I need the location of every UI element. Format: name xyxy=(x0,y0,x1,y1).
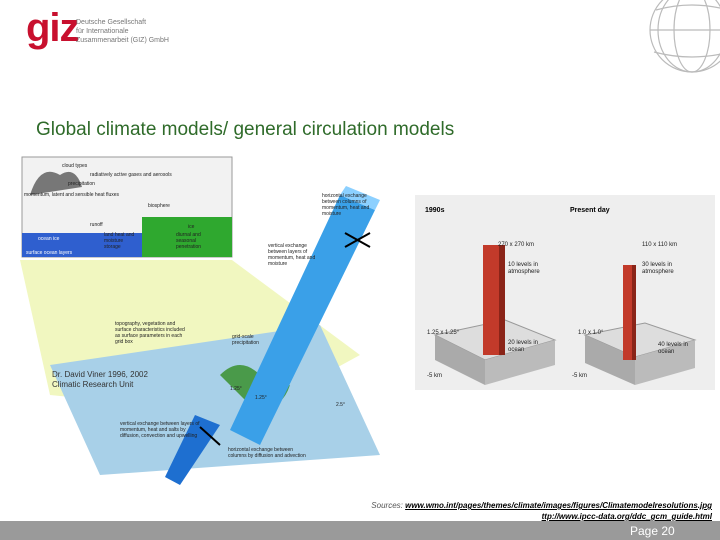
label: 2.5° xyxy=(336,402,345,408)
resolution: 1.25 x 1.25° xyxy=(427,330,460,336)
sources: Sources: www.wmo.int/pages/themes/climat… xyxy=(371,500,712,522)
resolution-illustration xyxy=(415,195,715,390)
credit-line: Climatic Research Unit xyxy=(52,380,134,389)
label: precipitation xyxy=(68,181,95,187)
label: horizontal exchange between columns of m… xyxy=(322,193,370,217)
atmosphere-levels: 10 levels in atmosphere xyxy=(508,262,540,275)
label: cloud types xyxy=(62,163,88,169)
label: radiatively active gases and aerosols xyxy=(90,172,172,178)
label: biosphere xyxy=(148,203,170,209)
org-line: Zusammenarbeit (GIZ) GmbH xyxy=(76,37,169,44)
globe-icon xyxy=(649,0,720,73)
atmosphere-levels: 30 levels in atmosphere xyxy=(642,262,674,275)
period-label: Present day xyxy=(570,207,610,214)
slide-title: Global climate models/ general circulati… xyxy=(36,119,455,140)
label: ocean ice xyxy=(38,236,60,242)
label: grid-scale precipitation xyxy=(232,334,259,346)
depth: -5 km xyxy=(427,373,442,379)
org-line: für Internationale xyxy=(76,28,129,35)
org-name: Deutsche Gesellschaft für Internationale… xyxy=(76,18,169,45)
sources-label: Sources: xyxy=(371,501,403,510)
source-link[interactable]: ttp://www.ipcc-data.org/ddc_gcm_guide.ht… xyxy=(541,512,712,521)
org-line: Deutsche Gesellschaft xyxy=(76,19,147,26)
label: surface ocean layers xyxy=(26,250,73,256)
column-present xyxy=(583,265,697,385)
logo: giz xyxy=(26,6,80,50)
label: horizontal exchange between columns by d… xyxy=(228,447,306,459)
label: diurnal and seasonal penetration xyxy=(176,232,202,250)
label: vertical exchange between layers of mome… xyxy=(120,421,200,439)
period-label: 1990s xyxy=(425,207,445,214)
column-1990s xyxy=(433,245,557,385)
depth: -5 km xyxy=(572,373,587,379)
label: topography, vegetation and surface chara… xyxy=(115,321,185,345)
label: ice xyxy=(188,224,195,230)
source-link[interactable]: www.wmo.int/pages/themes/climate/images/… xyxy=(405,501,712,510)
credit-line: Dr. David Viner 1996, 2002 xyxy=(52,370,148,379)
ocean-levels: 40 levels in ocean xyxy=(658,342,689,355)
label: land heat and moisture storage xyxy=(104,232,135,250)
footer-bar: Page 20 xyxy=(0,521,720,540)
label: momentum, latent and sensible heat fluxe… xyxy=(24,192,120,198)
credit: Dr. David Viner 1996, 2002 Climatic Rese… xyxy=(52,370,148,390)
grid-size: 270 x 270 km xyxy=(498,242,535,248)
sources-line: Sources: www.wmo.int/pages/themes/climat… xyxy=(371,500,712,511)
page-number: Page 20 xyxy=(630,524,675,538)
gcm-illustration xyxy=(20,156,380,485)
label: 1.25° xyxy=(255,395,267,401)
grid-size: 110 x 110 km xyxy=(642,242,678,248)
ocean-levels: 20 levels in ocean xyxy=(508,340,539,353)
sources-line: ttp://www.ipcc-data.org/ddc_gcm_guide.ht… xyxy=(371,511,712,522)
label: 1.25° xyxy=(230,386,242,392)
label: runoff xyxy=(90,222,103,228)
resolution: 1.0 x 1.0° xyxy=(578,330,604,336)
label: vertical exchange between layers of mome… xyxy=(268,243,316,267)
